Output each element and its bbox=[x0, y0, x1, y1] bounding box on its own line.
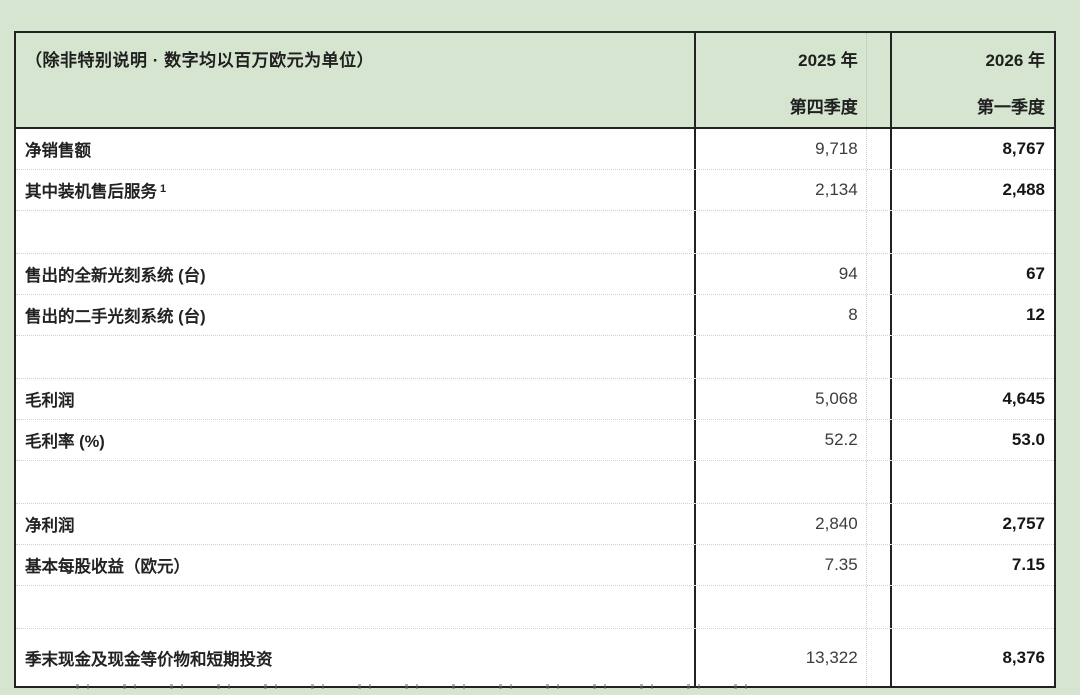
column-header-2026-q1: 2026 年 第一季度 bbox=[891, 33, 1054, 127]
spacer-column-cell bbox=[867, 379, 892, 419]
table-row: 净利润 2,840 2,757 bbox=[16, 504, 1054, 545]
footnote-marker: 1 bbox=[160, 183, 167, 195]
value-2026-q1: 8,376 bbox=[1002, 647, 1045, 667]
spacer-column-cell bbox=[867, 254, 892, 294]
row-label: 售出的二手光刻系统 (台) bbox=[25, 308, 206, 326]
spacer-column-cell bbox=[867, 420, 892, 460]
row-label: 净销售额 bbox=[25, 142, 91, 160]
row-label: 毛利润 bbox=[25, 392, 75, 410]
table-row bbox=[16, 461, 1054, 504]
table-row: 售出的全新光刻系统 (台) 94 67 bbox=[16, 254, 1054, 295]
value-2026-q1: 67 bbox=[1026, 264, 1045, 283]
value-2025-q4 bbox=[696, 336, 867, 378]
header-year-2025: 2025 年 bbox=[798, 51, 858, 70]
row-label: 季末现金及现金等价物和短期投资 bbox=[25, 650, 273, 669]
unit-note: （除非特别说明 · 数字均以百万欧元为单位） bbox=[16, 33, 697, 127]
spacer-column-cell bbox=[867, 629, 892, 686]
table-body: 净销售额 9,718 8,767 其中装机售后服务 1 2,134 2,488 售… bbox=[16, 129, 1054, 686]
value-2025-q4: 7.35 bbox=[696, 545, 867, 585]
spacer-column-cell bbox=[867, 586, 892, 628]
column-header-2025-q4: 2025 年 第四季度 bbox=[696, 33, 867, 127]
row-label-cell bbox=[16, 211, 697, 253]
spacer-column-cell bbox=[867, 545, 892, 585]
value-2025-q4: 2,840 bbox=[696, 504, 867, 544]
value-2026-q1: 7.15 bbox=[1011, 555, 1045, 574]
row-label: 其中装机售后服务 bbox=[25, 183, 157, 201]
value-2025-q4 bbox=[696, 211, 867, 253]
value-2025-q4: 52.2 bbox=[696, 420, 867, 460]
row-label-cell: 售出的二手光刻系统 (台) bbox=[16, 295, 697, 335]
value-2026-q1: 2,757 bbox=[1002, 514, 1045, 533]
row-label-cell: 净利润 bbox=[16, 504, 697, 544]
value-2026-q1: 8,767 bbox=[1002, 139, 1045, 158]
row-label: 毛利率 (%) bbox=[25, 433, 105, 451]
value-2026-q1: 4,645 bbox=[1002, 389, 1045, 408]
value-2025-q4: 9,718 bbox=[696, 129, 867, 169]
header-quarter-q1: 第一季度 bbox=[977, 98, 1045, 117]
row-label-cell bbox=[16, 586, 697, 628]
row-label-cell: 其中装机售后服务 1 bbox=[16, 170, 697, 210]
value-2026-q1: 2,488 bbox=[1002, 180, 1045, 199]
row-label-cell: 毛利率 (%) bbox=[16, 420, 697, 460]
value-2026-q1: 53.0 bbox=[1011, 430, 1045, 449]
spacer-column-cell bbox=[867, 504, 892, 544]
value-2025-q4: 2,134 bbox=[696, 170, 867, 210]
row-label: 基本每股收益（欧元） bbox=[25, 558, 190, 576]
table-row: 基本每股收益（欧元） 7.35 7.15 bbox=[16, 545, 1054, 586]
value-2026-q1 bbox=[892, 336, 1054, 378]
table-row: 毛利率 (%) 52.2 53.0 bbox=[16, 420, 1054, 461]
table-header-row: （除非特别说明 · 数字均以百万欧元为单位） 2025 年 第四季度 2026 … bbox=[16, 33, 1054, 129]
table-row bbox=[16, 586, 1054, 629]
spacer-column-cell bbox=[867, 461, 892, 503]
table-row: 净销售额 9,718 8,767 bbox=[16, 129, 1054, 170]
spacer-column-cell bbox=[867, 129, 892, 169]
row-label-cell: 售出的全新光刻系统 (台) bbox=[16, 254, 697, 294]
value-2026-q1 bbox=[892, 211, 1054, 253]
row-label-cell bbox=[16, 336, 697, 378]
clipped-footnote-line bbox=[76, 684, 776, 689]
value-2026-q1 bbox=[892, 586, 1054, 628]
row-label-cell: 净销售额 bbox=[16, 129, 697, 169]
spacer-column-cell bbox=[867, 211, 892, 253]
financial-results-table: （除非特别说明 · 数字均以百万欧元为单位） 2025 年 第四季度 2026 … bbox=[14, 31, 1056, 688]
table-row bbox=[16, 211, 1054, 254]
value-2025-q4: 8 bbox=[696, 295, 867, 335]
row-label-cell: 季末现金及现金等价物和短期投资 bbox=[16, 629, 697, 686]
value-2026-q1 bbox=[892, 461, 1054, 503]
value-2025-q4 bbox=[696, 461, 867, 503]
table-row: 毛利润 5,068 4,645 bbox=[16, 379, 1054, 420]
spacer-column-cell bbox=[867, 336, 892, 378]
spacer-column-cell bbox=[867, 170, 892, 210]
table-row bbox=[16, 336, 1054, 379]
header-quarter-q4: 第四季度 bbox=[789, 98, 858, 117]
value-2026-q1: 12 bbox=[1026, 305, 1045, 324]
spacer-column-cell bbox=[867, 295, 892, 335]
row-label-cell: 毛利润 bbox=[16, 379, 697, 419]
row-label: 售出的全新光刻系统 (台) bbox=[25, 267, 206, 285]
row-label-cell bbox=[16, 461, 697, 503]
spacer-column-header bbox=[866, 33, 892, 127]
row-label-cell: 基本每股收益（欧元） bbox=[16, 545, 697, 585]
table-row: 季末现金及现金等价物和短期投资 13,322 8,376 bbox=[16, 629, 1054, 686]
value-2025-q4: 94 bbox=[696, 254, 867, 294]
header-year-2026: 2026 年 bbox=[985, 51, 1045, 70]
value-2025-q4: 5,068 bbox=[696, 379, 867, 419]
value-2025-q4: 13,322 bbox=[696, 629, 867, 686]
row-label: 净利润 bbox=[25, 517, 75, 535]
table-row: 售出的二手光刻系统 (台) 8 12 bbox=[16, 295, 1054, 336]
table-row: 其中装机售后服务 1 2,134 2,488 bbox=[16, 170, 1054, 211]
value-2025-q4 bbox=[696, 586, 867, 628]
